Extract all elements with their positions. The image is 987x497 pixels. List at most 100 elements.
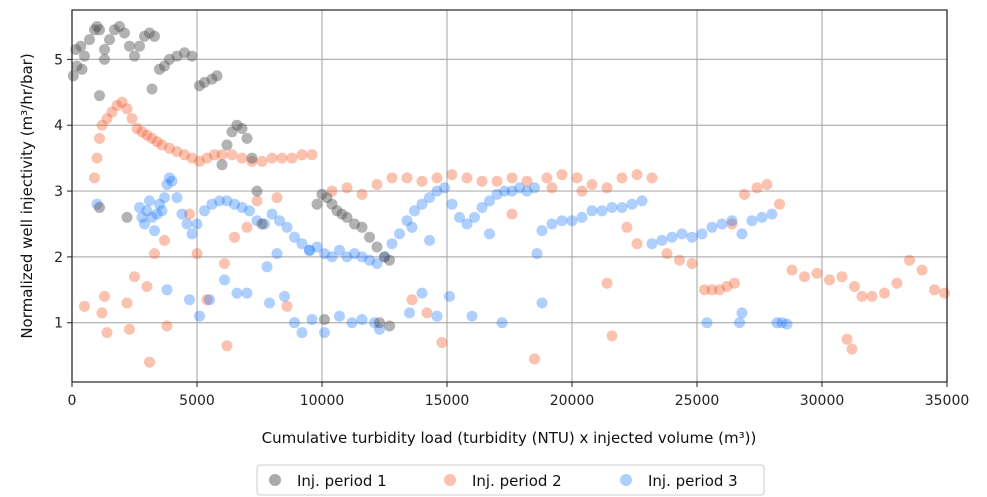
data-point [91, 198, 103, 210]
data-point [134, 202, 145, 213]
data-point [406, 221, 418, 233]
data-point [149, 248, 160, 260]
data-point [181, 218, 193, 230]
data-point [136, 211, 148, 223]
data-point [334, 310, 345, 322]
data-point [706, 221, 718, 233]
data-point [716, 218, 728, 230]
data-point [739, 188, 750, 200]
data-point [461, 172, 473, 184]
data-point [576, 185, 588, 197]
data-point [371, 241, 383, 253]
data-point [596, 205, 608, 217]
data-point [316, 188, 328, 200]
data-point [904, 254, 915, 266]
data-point [369, 317, 380, 329]
data-point [191, 218, 203, 230]
data-point [94, 132, 105, 144]
data-point [841, 333, 853, 345]
data-point [341, 251, 353, 263]
data-point [121, 103, 133, 115]
data-point [111, 100, 123, 111]
x-tick-label: 15000 [425, 393, 470, 409]
data-point [204, 294, 215, 306]
data-point [616, 202, 628, 213]
data-point [209, 149, 220, 161]
data-point [666, 231, 678, 243]
legend-label-period-2: Inj. period 2 [472, 472, 562, 490]
data-point [121, 297, 133, 309]
data-point [431, 172, 443, 184]
data-point [676, 228, 688, 240]
data-point [289, 317, 300, 329]
data-point [96, 119, 108, 131]
data-point [89, 24, 100, 36]
scatter-points [67, 21, 950, 368]
data-point [409, 205, 420, 217]
data-point [356, 188, 368, 200]
data-point [846, 343, 858, 355]
data-point [416, 198, 428, 210]
data-point [201, 152, 213, 164]
data-point [179, 149, 190, 161]
data-point [336, 208, 348, 220]
data-point [736, 228, 748, 240]
data-point [141, 281, 153, 292]
data-point [261, 261, 273, 273]
data-point [781, 318, 793, 330]
data-point [799, 271, 810, 283]
data-point [356, 314, 368, 325]
series-period-2 [79, 96, 950, 368]
data-point [776, 317, 788, 329]
data-point [144, 356, 155, 368]
data-point [281, 300, 293, 312]
data-point [246, 152, 258, 164]
data-point [571, 172, 583, 184]
data-point [156, 139, 168, 151]
data-point [91, 152, 103, 164]
data-point [631, 169, 643, 181]
data-point [67, 70, 79, 82]
data-point [141, 205, 153, 217]
data-point [774, 198, 785, 210]
data-point [424, 234, 435, 246]
data-point [296, 149, 308, 161]
data-point [289, 231, 300, 243]
data-point [236, 123, 248, 134]
data-point [714, 284, 725, 296]
data-point [556, 215, 568, 227]
data-point [606, 202, 618, 213]
data-point [304, 244, 315, 256]
data-point [401, 172, 413, 184]
data-point [286, 152, 298, 164]
data-point [406, 294, 418, 306]
data-point [506, 172, 518, 184]
legend-marker-period-3 [620, 474, 632, 486]
data-point [631, 238, 643, 250]
data-point [79, 50, 90, 62]
data-point [326, 251, 338, 263]
data-point [119, 27, 130, 39]
data-point [321, 192, 333, 204]
data-point [191, 248, 203, 260]
data-point [94, 90, 105, 102]
data-point [674, 254, 685, 266]
legend: Inj. period 1 Inj. period 2 Inj. period … [256, 464, 765, 496]
data-point [496, 317, 508, 329]
data-point [416, 175, 428, 187]
data-point [99, 44, 110, 55]
data-point [131, 123, 143, 134]
data-point [194, 310, 205, 322]
data-point [341, 211, 353, 223]
data-point [251, 215, 263, 227]
data-point [786, 264, 798, 276]
data-point [156, 205, 168, 217]
data-point [469, 211, 480, 223]
data-point [231, 287, 243, 299]
data-point [334, 244, 345, 256]
x-tick-label: 35000 [925, 393, 970, 409]
data-point [236, 202, 248, 213]
data-point [149, 225, 160, 237]
data-point [206, 73, 218, 85]
